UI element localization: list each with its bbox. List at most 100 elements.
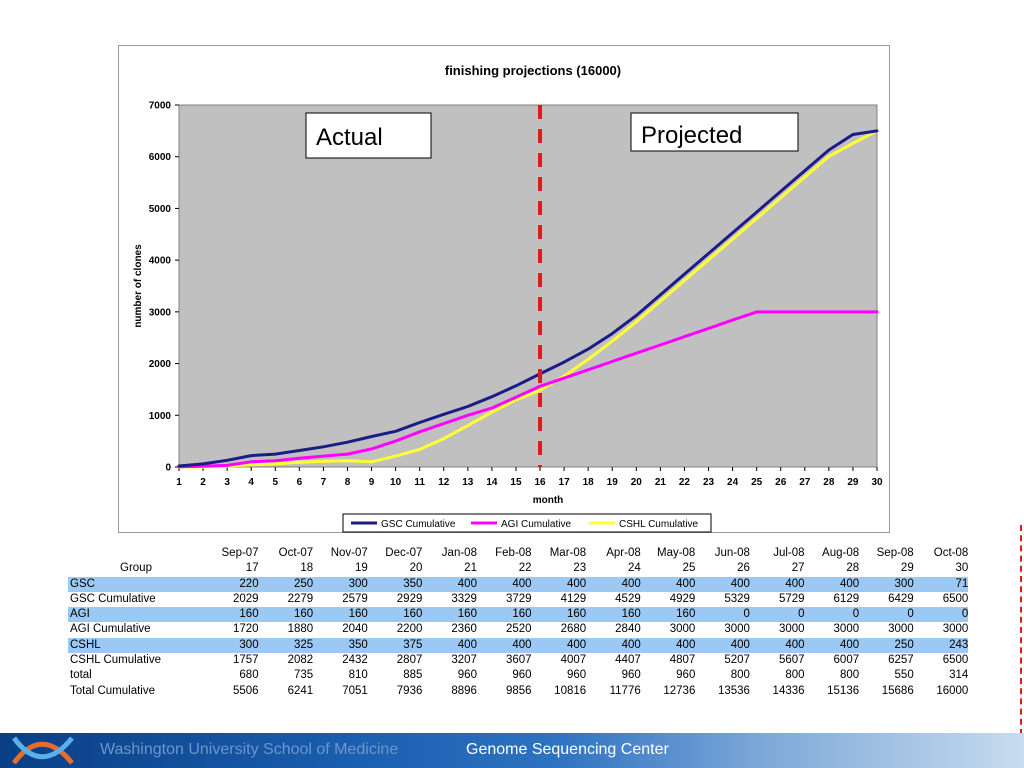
footer-center-text: Genome Sequencing Center xyxy=(466,741,669,758)
table-cell: 800 xyxy=(839,669,860,682)
table-row: Total Cumulative 5506 6241 7051 7936 8896 9856… xyxy=(68,684,968,699)
table-row: AGI Cumulative 1720 1880 2040 2200 2360 2520 26… xyxy=(68,622,968,637)
table-cell: 3607 xyxy=(505,654,532,667)
table-cell: 400 xyxy=(804,637,860,654)
table-month-header: Aug-08 xyxy=(822,547,860,559)
table-row: total 680 735 810 885 960 960 960 960 960 800 800 80… xyxy=(68,668,968,683)
table-cell: 300 xyxy=(859,576,914,592)
table-cell: 810 xyxy=(348,669,368,682)
table-month-number: 30 xyxy=(955,562,969,575)
table-cell: 13536 xyxy=(717,684,750,697)
table-header-months: Sep-07 Oct-07 Nov-07 Dec-07 Jan-08 Feb-08 Mar-… xyxy=(68,546,969,561)
table-cell: 3000 xyxy=(888,623,914,636)
edge-divider-line xyxy=(1020,525,1023,735)
x-tick-label: 24 xyxy=(727,477,739,488)
table-month-header: Oct-08 xyxy=(933,547,969,559)
y-tick-label: 2000 xyxy=(149,359,172,370)
table-month-number: 21 xyxy=(464,562,477,575)
table-cell: 2432 xyxy=(342,654,368,667)
table-month-number: 24 xyxy=(627,562,641,575)
series-line-cshl-cumulative xyxy=(177,129,879,469)
x-tick-label: 2 xyxy=(200,477,206,488)
x-tick-label: 20 xyxy=(631,477,643,488)
x-tick-label: 23 xyxy=(703,477,715,488)
x-axis-label: month xyxy=(533,495,564,506)
legend-label: GSC Cumulative xyxy=(381,519,456,530)
series-line-gsc-cumulative xyxy=(177,129,879,468)
table-cell: 6129 xyxy=(833,592,860,605)
x-tick-label: 15 xyxy=(510,477,522,488)
table-cell: 550 xyxy=(894,669,914,682)
table-cell: 400 xyxy=(749,576,805,592)
table-cell: 11776 xyxy=(609,684,641,697)
table-month-number: 28 xyxy=(846,562,860,575)
table-cell: 1880 xyxy=(287,623,314,636)
x-tick-label: 13 xyxy=(462,477,474,488)
table-cell: 160 xyxy=(367,607,423,623)
table-cell: 3000 xyxy=(833,623,860,636)
table-cell: 0 xyxy=(804,607,860,623)
table-cell: 5329 xyxy=(724,592,750,605)
table-cell: 7936 xyxy=(396,684,423,697)
table-cell: 6500 xyxy=(942,654,969,667)
y-tick-label: 4000 xyxy=(149,256,172,267)
table-row: AGI 160 160 160 160 160 160 160 160 160 0 0 0 0 0 xyxy=(68,607,969,623)
table-cell: 400 xyxy=(476,576,532,592)
table-cell: 160 xyxy=(531,607,587,623)
table-cell: 0 xyxy=(913,607,969,623)
table-month-number: 23 xyxy=(573,562,587,575)
x-tick-label: 17 xyxy=(559,477,571,488)
table-cell: 3000 xyxy=(724,623,750,636)
x-tick-label: 9 xyxy=(369,477,375,488)
table-month-header: Oct-07 xyxy=(278,547,314,559)
x-tick-label: 10 xyxy=(390,477,402,488)
table-cell: 735 xyxy=(294,669,314,682)
table-cell: 314 xyxy=(949,669,969,682)
table-month-number: 20 xyxy=(409,562,423,575)
y-tick-label: 7000 xyxy=(149,101,172,112)
x-tick-label: 16 xyxy=(534,477,546,488)
table-row-label: GSC xyxy=(68,576,204,592)
plot-area xyxy=(178,104,878,468)
table-month-header: Nov-07 xyxy=(330,547,368,559)
x-tick-label: 19 xyxy=(607,477,619,488)
table-month-header: May-08 xyxy=(656,547,696,559)
x-tick-label: 21 xyxy=(655,477,667,488)
table-cell: 8896 xyxy=(451,684,477,697)
table-cell: 400 xyxy=(422,576,477,592)
table-cell: 4929 xyxy=(669,592,696,605)
table-month-header: Dec-07 xyxy=(385,547,423,559)
table-cell: 2840 xyxy=(615,623,641,636)
table-month-header: Feb-08 xyxy=(495,547,532,559)
x-tick-label: 29 xyxy=(847,477,859,488)
x-tick-label: 3 xyxy=(224,477,230,488)
table-cell: 15136 xyxy=(827,684,860,697)
table-month-header: Apr-08 xyxy=(606,547,641,559)
table-row-label: CSHL xyxy=(68,637,204,654)
table-cell: 6241 xyxy=(287,684,314,697)
table-cell: 1757 xyxy=(233,654,259,667)
table-cell: 400 xyxy=(695,576,750,592)
table-cell: 300 xyxy=(204,637,259,654)
table-cell: 2579 xyxy=(342,592,368,605)
annotation-actual: Actual xyxy=(316,124,383,151)
table-cell: 400 xyxy=(695,637,750,654)
table-cell: 4407 xyxy=(615,654,641,667)
table-cell: 3729 xyxy=(505,592,532,605)
table-cell: 960 xyxy=(512,669,532,682)
table-cell: 6007 xyxy=(833,654,860,667)
table-cell: 2360 xyxy=(451,623,477,636)
table-cell: 400 xyxy=(586,637,641,654)
table-cell: 400 xyxy=(640,576,696,592)
table-cell: 2279 xyxy=(287,592,314,605)
footer-university-text: Washington University School of Medicine xyxy=(100,741,399,758)
table-cell: 160 xyxy=(586,607,641,623)
table-cell: 375 xyxy=(367,637,423,654)
table-cell: 12736 xyxy=(663,684,696,697)
legend-box xyxy=(342,513,712,533)
table-cell: 2040 xyxy=(342,623,368,636)
table-cell: 2082 xyxy=(287,654,314,667)
x-tick-label: 28 xyxy=(823,477,835,488)
table-cell: 960 xyxy=(566,669,587,682)
annotation-box-actual xyxy=(305,112,432,159)
